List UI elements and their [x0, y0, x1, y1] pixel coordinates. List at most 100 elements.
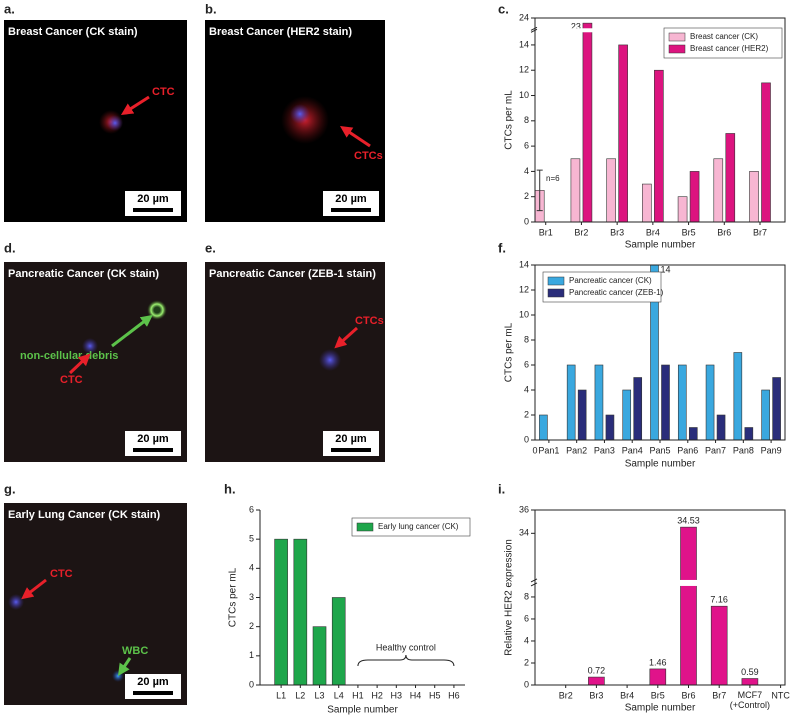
y-tick-label: 6	[524, 359, 529, 369]
scale-label: 20 µm	[335, 433, 367, 445]
x-tick-label: Br4	[620, 690, 634, 700]
micrograph	[205, 262, 385, 462]
y-tick-label: 10	[519, 309, 529, 319]
legend-swatch	[547, 276, 565, 286]
y-tick-label: 6	[249, 504, 254, 514]
scale-bar	[331, 448, 371, 452]
axis-break-mark	[530, 578, 538, 587]
legend-label: Pancreatic cancer (ZEB-1)	[569, 288, 664, 297]
x-tick-label: Pan1	[538, 445, 559, 455]
y-tick-label: 2	[524, 191, 529, 201]
cell	[319, 349, 341, 371]
plot-frame	[534, 264, 786, 441]
y-tick-label: 12	[519, 65, 529, 75]
x-axis-title: Sample number	[625, 703, 696, 714]
y-tick-label: 0	[524, 434, 529, 444]
annotation: CTC	[60, 374, 83, 386]
x-tick-label: Br7	[753, 227, 767, 237]
bar	[741, 678, 759, 686]
x-tick-label: Pan6	[677, 445, 698, 455]
bar	[577, 389, 587, 441]
bar	[539, 414, 548, 441]
cell	[107, 115, 123, 131]
image-title: Breast Cancer (CK stain)	[8, 26, 138, 38]
annotation: CTCs	[355, 315, 384, 327]
scale-label: 20 µm	[137, 193, 169, 205]
scale-bar	[133, 448, 173, 452]
brace	[357, 654, 455, 667]
y-axis-title: CTCs per mL	[228, 567, 239, 627]
micrograph	[4, 20, 187, 222]
bar	[649, 668, 667, 686]
x-tick-label: Pan9	[761, 445, 782, 455]
x-axis-title: Sample number	[625, 459, 696, 470]
annotation: CTC	[152, 86, 175, 98]
arrow	[68, 353, 91, 375]
y-tick-label: 14	[519, 39, 529, 49]
y-tick-label: 0	[524, 679, 529, 689]
arrow	[340, 126, 371, 148]
y-tick-label: 24	[519, 12, 529, 22]
y-tick-label: 14	[519, 259, 529, 269]
legend-swatch	[668, 44, 686, 54]
panel-label: c.	[498, 1, 509, 16]
panel-label: g.	[4, 481, 16, 496]
panel-label: a.	[4, 1, 15, 16]
bar	[716, 414, 726, 441]
arrow	[118, 657, 132, 676]
scale-label: 20 µm	[137, 433, 169, 445]
scale-label: 20 µm	[335, 193, 367, 205]
y-tick-label: 4	[524, 384, 529, 394]
x-tick-label: Br2	[559, 690, 573, 700]
bar	[725, 133, 736, 223]
legend-box	[351, 517, 471, 537]
bar	[661, 364, 670, 441]
bar	[566, 364, 576, 441]
y-axis-title: Relative HER2 expression	[504, 539, 515, 656]
legend-label: Early lung cancer (CK)	[378, 522, 459, 531]
y-tick-label: 8	[524, 334, 529, 344]
x-tick-label: MCF7 (+Control)	[730, 690, 770, 710]
x-axis-title: Sample number	[625, 240, 696, 251]
x-tick-label: NTC	[771, 690, 790, 700]
value-label: 0.59	[741, 667, 759, 677]
bar	[688, 427, 698, 441]
y-tick-label: 3	[249, 592, 254, 602]
y-tick-label: 6	[524, 613, 529, 623]
bar	[618, 44, 628, 223]
value-label: 23	[571, 22, 581, 32]
y-axis-title: CTCs per mL	[504, 322, 515, 382]
value-label: 7.16	[710, 595, 728, 605]
y-tick-label: 4	[524, 166, 529, 176]
y-tick-label: 2	[249, 621, 254, 631]
scale-label: 20 µm	[137, 676, 169, 688]
legend-label: Breast cancer (CK)	[690, 32, 758, 41]
cell	[82, 338, 98, 354]
bar	[293, 538, 308, 686]
annotation: CTCs	[354, 150, 383, 162]
image-title: Breast Cancer (HER2 stain)	[209, 26, 352, 38]
bar	[312, 626, 327, 686]
scale-bar	[331, 208, 371, 212]
x-tick-label: H5	[429, 690, 441, 700]
x-tick-label: L1	[276, 690, 286, 700]
micrograph	[4, 503, 187, 705]
arrow	[111, 314, 153, 348]
x-tick-label: Pan7	[705, 445, 726, 455]
panel-label: f.	[498, 240, 506, 255]
y-axis-title: CTCs per mL	[504, 90, 515, 150]
x-tick-label: Br6	[681, 690, 695, 700]
y-tick-label: 5	[249, 534, 254, 544]
x-axis-title: Sample number	[327, 705, 398, 716]
panel-label: b.	[205, 1, 217, 16]
plot-frame	[534, 509, 786, 686]
bar	[744, 427, 754, 441]
panel-label: h.	[224, 481, 236, 496]
image-title: Pancreatic Cancer (CK stain)	[8, 268, 159, 280]
annotation: Healthy control	[376, 642, 436, 652]
bar	[689, 171, 700, 223]
bar	[677, 196, 688, 223]
legend-swatch	[356, 522, 374, 532]
bar	[588, 676, 605, 686]
